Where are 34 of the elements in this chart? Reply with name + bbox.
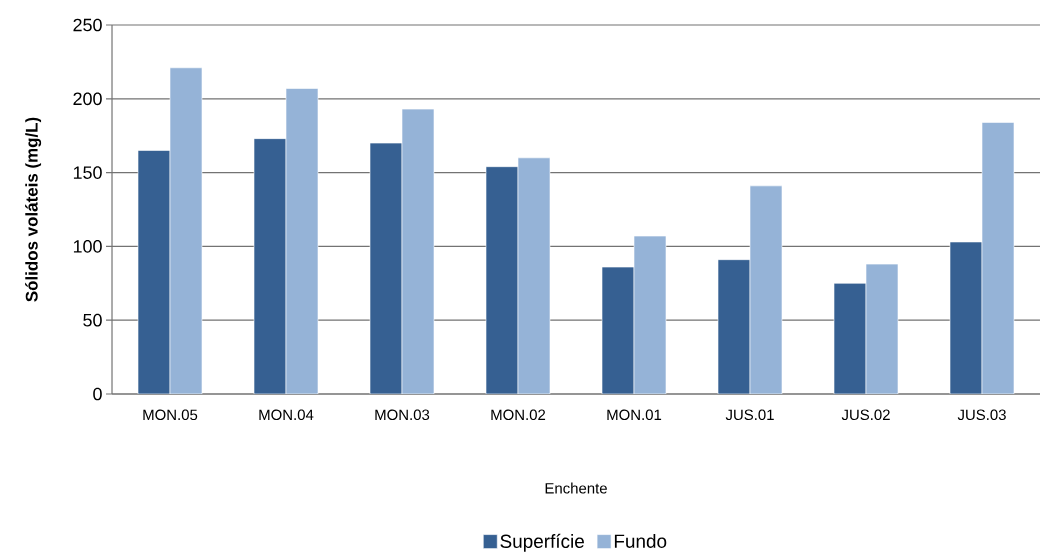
bar — [749, 185, 783, 394]
bar — [517, 157, 551, 394]
legend-label: Fundo — [614, 533, 667, 548]
bar — [253, 138, 287, 394]
bar — [137, 150, 171, 394]
x-tick-label: MON.02 — [491, 409, 546, 421]
x-tick-label: JUS.03 — [957, 409, 1006, 421]
x-tick-label: JUS.02 — [841, 409, 890, 421]
bar — [401, 108, 435, 394]
y-tick-label: 250 — [73, 18, 102, 32]
y-tick-label: 50 — [83, 313, 102, 327]
bar — [285, 88, 319, 394]
bar — [369, 142, 403, 394]
bar — [865, 263, 899, 394]
x-tick-label: MON.04 — [259, 409, 314, 421]
bar — [601, 266, 635, 394]
y-tick-label: 200 — [73, 92, 102, 106]
legend-label: Superfície — [500, 533, 584, 552]
y-tick-label: 150 — [73, 166, 102, 179]
x-tick-label: MON.05 — [143, 409, 198, 421]
x-axis-title: Enchente — [545, 482, 607, 494]
x-tick-label: JUS.01 — [725, 409, 774, 421]
bar — [633, 235, 667, 394]
y-tick-label: 100 — [73, 240, 102, 253]
bar — [717, 259, 751, 394]
bar — [169, 67, 203, 394]
x-tick-label: MON.01 — [607, 409, 662, 421]
bar — [949, 241, 983, 394]
bar — [485, 166, 519, 394]
x-tick-label: MON.03 — [375, 409, 430, 421]
bar — [981, 122, 1015, 394]
y-tick-label: 0 — [93, 387, 102, 401]
bar — [833, 282, 867, 394]
y-axis-title: Sólidos voláteis (mg/L) — [25, 117, 42, 302]
